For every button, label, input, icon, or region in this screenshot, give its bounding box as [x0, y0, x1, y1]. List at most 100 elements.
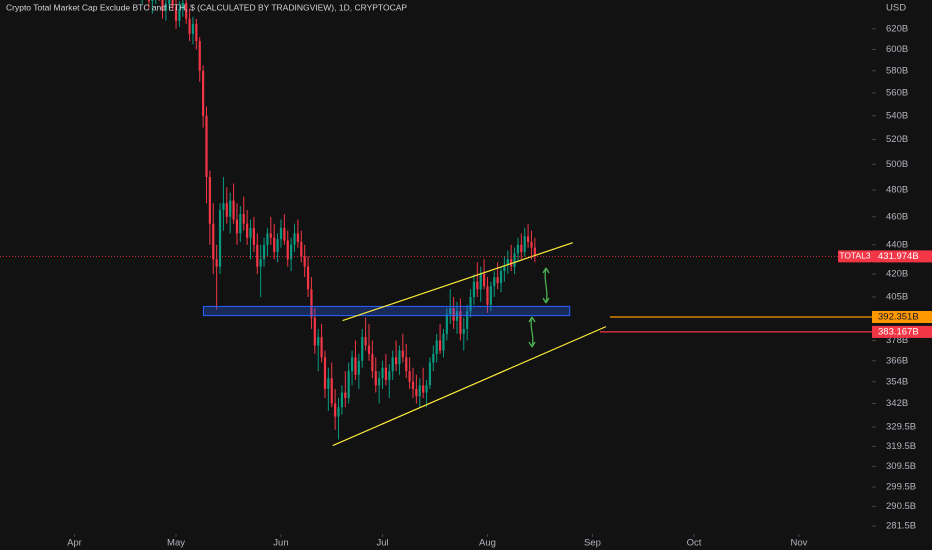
candle-body	[364, 337, 367, 346]
series-name-box	[838, 250, 872, 263]
candle-body	[300, 241, 303, 257]
y-tick-label: 405B	[886, 292, 908, 303]
candle-body	[242, 214, 245, 224]
candle-body	[378, 378, 381, 386]
candle-body	[418, 385, 421, 397]
candle-body	[371, 353, 374, 372]
candle-body	[479, 274, 482, 290]
candle-body	[191, 23, 195, 34]
candle-body	[181, 2, 184, 9]
candle-body	[506, 259, 509, 266]
price-axis: 620B 600B 580B 560B 540B 520B 500B 480B 460B 440B…	[872, 23, 916, 532]
series-name: TOTAL3	[839, 251, 871, 261]
candle-body	[215, 259, 218, 267]
candle-body	[222, 203, 225, 210]
y-tick-label: 560B	[886, 87, 908, 98]
candle-body	[161, 0, 164, 11]
y-tick-label: 580B	[886, 65, 908, 76]
y-tick-label: 600B	[886, 44, 908, 55]
candle-body	[185, 2, 188, 19]
candle-body	[411, 381, 415, 389]
candle-body	[208, 177, 211, 224]
last-price-box	[872, 250, 932, 263]
candle-body	[493, 277, 496, 287]
candle-body	[171, 0, 174, 7]
candle-body	[164, 3, 167, 11]
candle-body	[449, 307, 452, 315]
candle-body	[520, 244, 523, 252]
arrow-annotation	[528, 316, 536, 348]
candle-body	[269, 233, 272, 238]
y-tick-label: 440B	[886, 239, 908, 250]
candle-body	[398, 350, 401, 365]
price-label: 383.167B	[878, 326, 919, 337]
candle-body	[350, 357, 354, 372]
candle-body	[327, 378, 330, 389]
candle-body	[310, 289, 313, 318]
candle-body	[317, 337, 320, 346]
candle-body	[340, 392, 344, 408]
candle-body	[435, 340, 438, 354]
candle-body	[303, 256, 306, 267]
candle-body	[388, 371, 391, 381]
candle-body	[489, 286, 492, 305]
candle-body	[472, 281, 476, 298]
zone	[202, 305, 571, 317]
candle-body	[530, 241, 533, 248]
candle-body	[503, 265, 506, 272]
plot-area	[0, 0, 870, 447]
candle-body	[256, 244, 259, 267]
candle-body	[405, 357, 408, 372]
candle-body	[229, 200, 232, 217]
candle-body	[452, 307, 455, 321]
candle-body	[394, 357, 398, 365]
candle-body	[442, 333, 445, 351]
y-tick-label: 480B	[886, 185, 908, 196]
candle-body	[361, 337, 364, 361]
candle-body	[259, 259, 262, 267]
candle-body	[188, 18, 191, 34]
chart-title: Crypto Total Market Cap Exclude BTC and …	[6, 2, 407, 12]
candle-body	[232, 200, 235, 220]
candle-body	[459, 311, 462, 334]
candle-body	[320, 337, 323, 358]
candle-body	[499, 271, 503, 284]
candle-body	[296, 233, 299, 242]
candle-body	[523, 236, 526, 252]
candle-body	[425, 385, 428, 393]
candle-body	[357, 360, 360, 375]
candle-body	[262, 244, 266, 260]
y-tick-label: 342B	[886, 398, 908, 409]
candle-body	[252, 227, 255, 245]
candle-body	[486, 286, 489, 305]
trendline	[342, 242, 573, 322]
candle-body	[313, 317, 316, 346]
price-label-box	[872, 310, 932, 323]
candle-body	[218, 209, 222, 267]
candle-body	[293, 233, 296, 245]
candle-body	[306, 266, 310, 290]
candle-body	[415, 388, 418, 397]
candle-body	[469, 297, 472, 312]
candle-body	[428, 362, 432, 386]
y-tick-label: 319.5B	[886, 441, 916, 452]
y-tick-label: 299.5B	[886, 482, 916, 493]
candle-body	[239, 214, 242, 234]
y-tick-label: 290.5B	[886, 501, 916, 512]
y-tick-label: 281.5B	[886, 521, 916, 532]
candle-body	[279, 227, 283, 240]
y-tick-label: 620B	[886, 23, 908, 34]
candle-body	[374, 371, 377, 386]
x-tick-label: Aug	[479, 538, 496, 549]
y-tick-label: 366B	[886, 355, 908, 366]
candle-body	[391, 357, 394, 372]
y-tick-label: 378B	[886, 335, 908, 346]
candle-body	[147, 0, 151, 1]
candle-body	[344, 392, 347, 398]
candle-body	[526, 236, 530, 242]
trendline	[332, 326, 607, 447]
candle-body	[202, 70, 205, 116]
y-tick-label: 520B	[886, 134, 908, 145]
candle-body	[466, 311, 469, 329]
